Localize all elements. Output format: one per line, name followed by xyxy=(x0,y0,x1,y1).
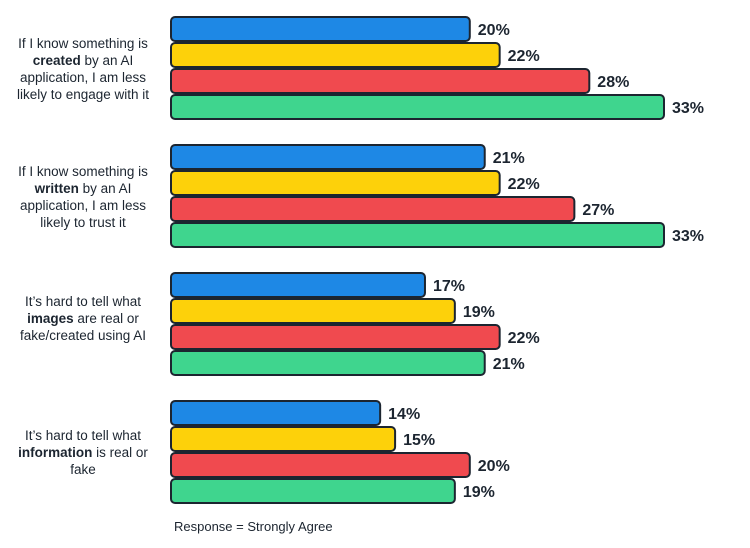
bar-g3-s1 xyxy=(170,426,397,452)
bar-g3-s3 xyxy=(170,478,456,504)
bar-g2-s3 xyxy=(170,350,486,376)
value-label-g2-s2: 22% xyxy=(508,330,540,347)
bar-g3-s0 xyxy=(170,400,382,426)
value-label-g3-s2: 20% xyxy=(478,458,510,475)
bar-g1-s1 xyxy=(170,170,501,196)
bar-g0-s0 xyxy=(170,16,471,42)
bar-g0-s2 xyxy=(170,68,591,94)
value-label-g2-s1: 19% xyxy=(463,304,495,321)
group-label-3: It’s hard to tell what information is re… xyxy=(18,428,148,477)
group-label-0: If I know something is created by an AI … xyxy=(16,36,150,102)
bar-g2-s1 xyxy=(170,298,456,324)
value-label-g3-s3: 19% xyxy=(463,484,495,501)
value-label-g2-s0: 17% xyxy=(433,278,465,295)
value-label-g0-s3: 33% xyxy=(672,100,704,117)
bar-g3-s2 xyxy=(170,452,471,478)
bar-g0-s1 xyxy=(170,42,501,68)
value-label-g1-s3: 33% xyxy=(672,228,704,245)
value-label-g0-s2: 28% xyxy=(597,74,629,91)
bar-g1-s0 xyxy=(170,144,486,170)
bar-g2-s0 xyxy=(170,272,426,298)
bar-g1-s3 xyxy=(170,222,665,248)
value-label-g3-s1: 15% xyxy=(403,432,435,449)
value-label-g0-s1: 22% xyxy=(508,48,540,65)
bar-g0-s3 xyxy=(170,94,665,120)
footnote: Response = Strongly Agree xyxy=(174,519,333,534)
bar-g1-s2 xyxy=(170,196,576,222)
value-label-g2-s3: 21% xyxy=(493,356,525,373)
value-label-g1-s2: 27% xyxy=(582,202,614,219)
value-label-g0-s0: 20% xyxy=(478,22,510,39)
value-label-g1-s0: 21% xyxy=(493,150,525,167)
group-label-2: It’s hard to tell what images are real o… xyxy=(19,294,147,343)
group-label-1: If I know something is written by an AI … xyxy=(18,164,148,230)
bar-g2-s2 xyxy=(170,324,501,350)
value-label-g3-s0: 14% xyxy=(388,406,420,423)
value-label-g1-s1: 22% xyxy=(508,176,540,193)
